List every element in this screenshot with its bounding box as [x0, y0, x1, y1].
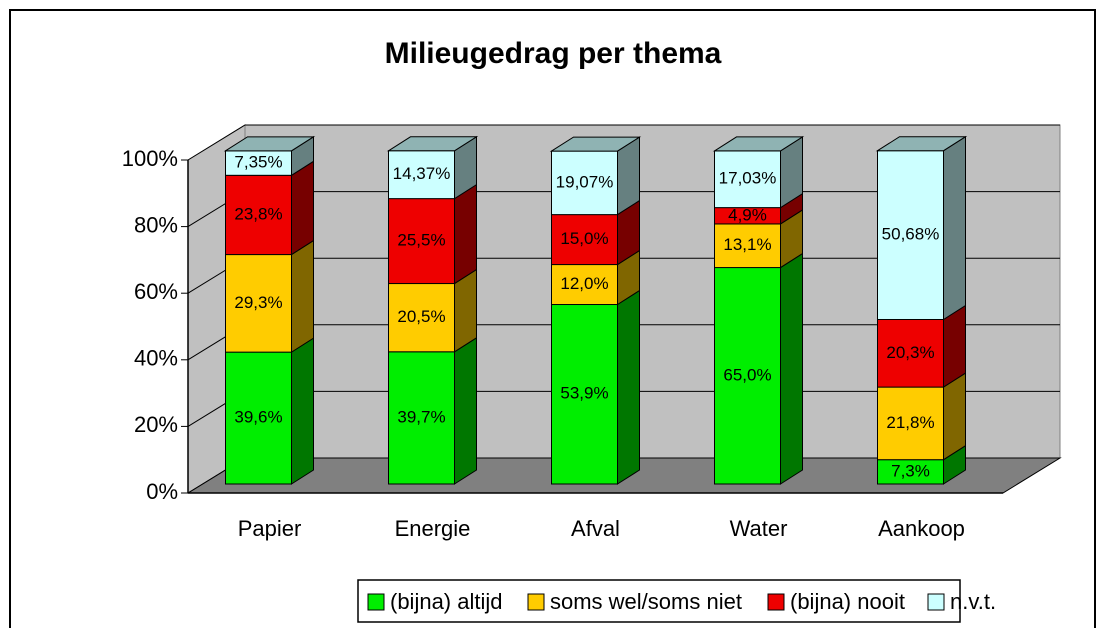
data-label: 53,9% [560, 384, 608, 403]
bar-side [943, 372, 966, 461]
bar-segment [551, 264, 618, 306]
data-label: 25,5% [397, 231, 445, 250]
legend-swatch [927, 593, 945, 611]
chart-title: Milieugedrag per thema [385, 37, 722, 70]
data-label: 50,68% [882, 225, 940, 244]
data-label: 12,0% [560, 274, 608, 293]
bar-top [875, 136, 968, 152]
data-label: 14,37% [393, 164, 451, 183]
data-label: 65,0% [723, 365, 771, 384]
data-label: 19,07% [556, 172, 614, 191]
data-label: 20,3% [886, 343, 934, 362]
data-label: 13,1% [723, 235, 771, 254]
bar-segment [388, 283, 455, 353]
data-label: 7,35% [234, 153, 282, 172]
data-label: 4,9% [728, 205, 767, 224]
data-label: 17,03% [719, 169, 777, 188]
legend-swatch [367, 593, 385, 611]
legend [357, 579, 961, 623]
y-tick-label: 60% [134, 279, 178, 304]
bar-side [291, 239, 314, 354]
data-label: 20,5% [397, 307, 445, 326]
bar-segment [877, 318, 944, 388]
bar-side [454, 336, 477, 485]
bar-side [291, 160, 314, 256]
x-tick-label: Energie [395, 516, 471, 541]
data-label: 21,8% [886, 413, 934, 432]
x-tick-label: Afval [571, 516, 620, 541]
legend-swatch [767, 593, 785, 611]
bar-top [223, 136, 316, 152]
bar-segment [551, 214, 618, 266]
data-label: 39,7% [397, 407, 445, 426]
bar-segment [225, 351, 292, 485]
bar-side [943, 135, 966, 321]
legend-label: soms wel/soms niet [550, 589, 742, 614]
y-tick-label: 80% [134, 212, 178, 237]
x-tick-label: Water [730, 516, 788, 541]
data-label: 23,8% [234, 204, 282, 223]
bar-segment [225, 150, 292, 176]
bar-segment [714, 150, 781, 209]
legend-label: (bijna) altijd [390, 589, 503, 614]
bar-top [712, 136, 805, 152]
bar-segment [225, 254, 292, 353]
x-tick-label: Papier [238, 516, 302, 541]
y-tick-label: 0% [146, 479, 178, 504]
bar-segment [225, 174, 292, 256]
bar-segment [877, 150, 944, 320]
bar-segment [551, 150, 618, 216]
bar-top [386, 136, 479, 152]
data-label: 15,0% [560, 229, 608, 248]
legend-label: n.v.t. [950, 589, 996, 614]
bar-side [780, 252, 803, 485]
bar-top [549, 136, 642, 152]
y-tick-label: 100% [122, 146, 178, 171]
y-tick-label: 40% [134, 346, 178, 371]
data-label: 39,6% [234, 408, 282, 427]
bar-segment [388, 198, 455, 285]
legend-swatch [527, 593, 545, 611]
bar-segment [551, 304, 618, 485]
y-tick-label: 20% [134, 412, 178, 437]
bar-side [291, 337, 314, 485]
grid-line [187, 124, 1060, 161]
bar-side [617, 289, 640, 485]
bar-side [454, 183, 477, 285]
x-tick-label: Aankoop [878, 516, 965, 541]
data-label: 7,3% [891, 461, 930, 480]
data-label: 29,3% [234, 293, 282, 312]
legend-label: (bijna) nooit [790, 589, 905, 614]
bar-segment [714, 223, 781, 269]
bar-segment [877, 459, 944, 485]
